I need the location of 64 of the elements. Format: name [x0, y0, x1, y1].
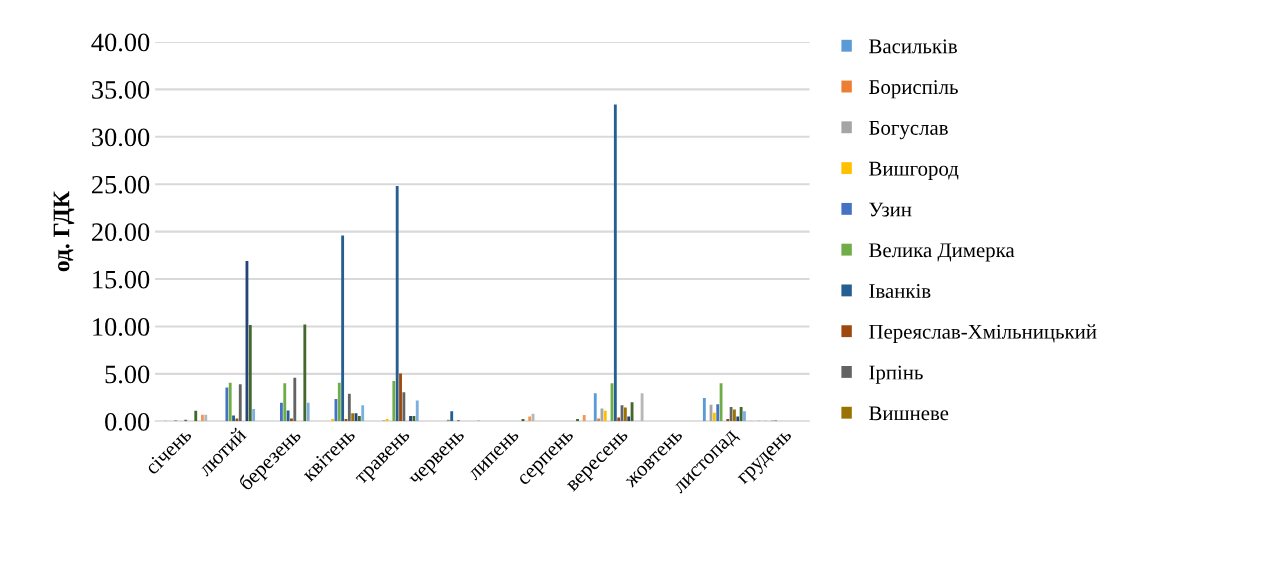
bar [395, 186, 399, 422]
bar [293, 377, 297, 422]
bar [640, 393, 644, 422]
y-tick-label: 25.00 [92, 175, 150, 194]
bar [232, 415, 235, 422]
legend-label: Узин [869, 202, 912, 217]
y-tick-label: 40.00 [91, 33, 150, 52]
bar [736, 416, 740, 422]
bar [597, 418, 601, 422]
y-tick-label: 5.00 [105, 365, 150, 384]
bar [204, 414, 208, 422]
y-tick-label: 20.00 [92, 223, 150, 242]
legend-label: Велика Димерка [869, 243, 1015, 262]
legend-label: Вишгород [869, 161, 959, 180]
bar [712, 412, 716, 422]
legend-label: Ірпінь [869, 365, 923, 384]
bar [361, 405, 365, 422]
bar [582, 415, 586, 422]
bar [729, 407, 733, 422]
legend-label: Бориспіль [869, 80, 958, 99]
bar [248, 325, 252, 422]
bar [341, 235, 345, 422]
y-axis-title: од. ГДК [53, 191, 75, 272]
bar [402, 392, 406, 422]
legend-label: Переяслав-Хмільницький [869, 324, 1097, 344]
y-tick-label: 30.00 [92, 128, 150, 147]
bar [290, 418, 293, 422]
legend-label: Іванків [869, 284, 931, 299]
bar [347, 393, 351, 422]
legend-label: Васильків [869, 39, 957, 54]
y-tick-label: 35.00 [92, 80, 150, 99]
bar [283, 383, 287, 422]
y-tick-label: 15.00 [93, 270, 150, 289]
bar [392, 380, 396, 422]
bar [613, 104, 617, 422]
bar [627, 416, 631, 422]
y-tick-label: 0.00 [105, 412, 150, 431]
bar [252, 408, 256, 422]
bar [306, 402, 310, 422]
legend-label: Богуслав [869, 121, 948, 140]
bar [225, 387, 229, 422]
bar [412, 416, 416, 422]
bar [279, 402, 283, 422]
bar [716, 404, 720, 422]
bar [201, 414, 204, 422]
bar [235, 418, 239, 422]
bar [303, 324, 307, 422]
bar [337, 382, 341, 422]
bar [743, 411, 746, 422]
bar [593, 393, 597, 422]
bar [228, 382, 232, 422]
legend-label: Вишневе [869, 406, 949, 421]
bar [739, 407, 743, 422]
bar [194, 410, 198, 422]
bar [450, 411, 454, 422]
bar [617, 417, 621, 422]
bar [702, 398, 706, 422]
bar [238, 384, 242, 422]
bar [286, 410, 290, 422]
y-tick-label: 10.00 [93, 318, 150, 336]
bar [409, 416, 412, 422]
bar [733, 409, 736, 422]
bar [415, 400, 419, 422]
bar [399, 373, 402, 422]
